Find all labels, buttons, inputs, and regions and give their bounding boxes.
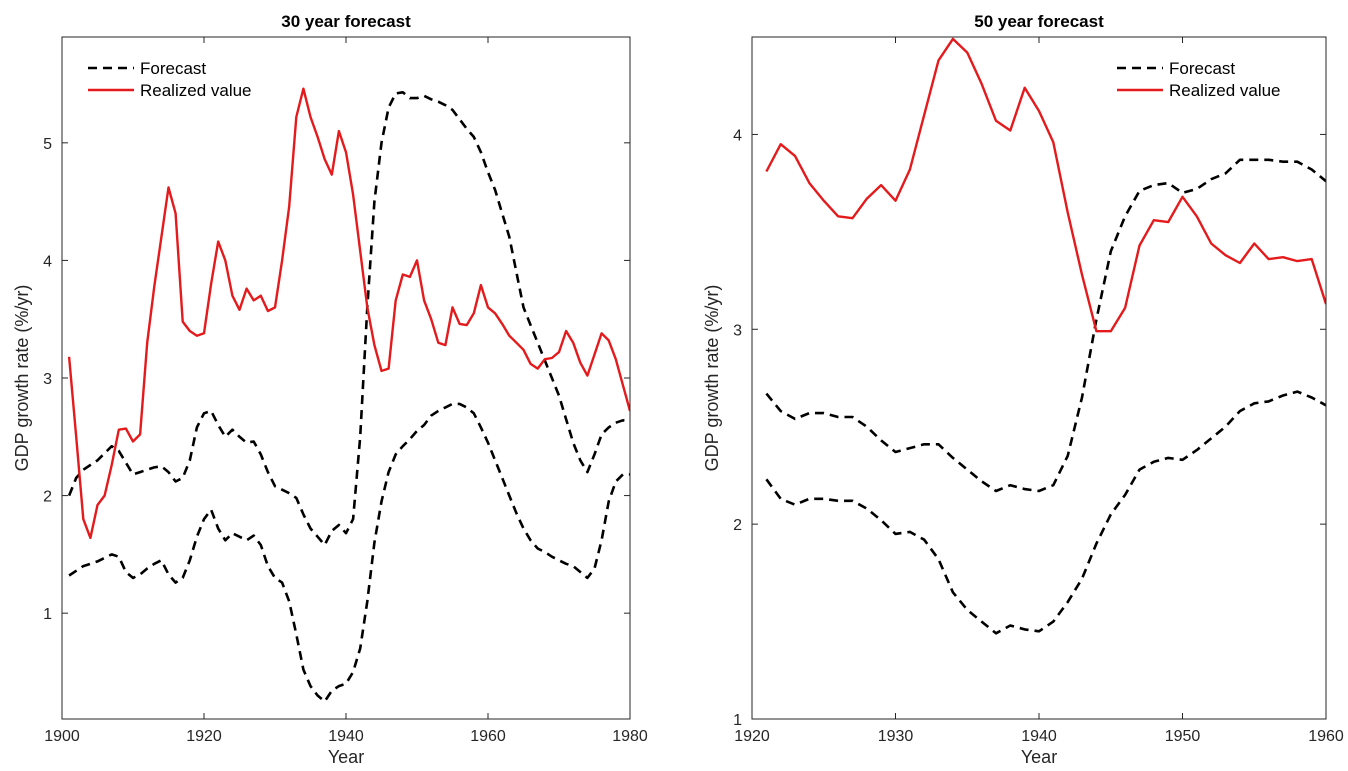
x-tick-label: 1940 (328, 728, 364, 745)
y-tick-label: 1 (43, 606, 52, 623)
chart-title: 30 year forecast (281, 12, 411, 31)
series-line-2 (765, 37, 1326, 333)
x-tick-label: 1980 (612, 728, 648, 745)
series-line-1 (765, 390, 1326, 635)
series-line-0 (67, 91, 630, 547)
panel-30-year-forecast: 1900 1920 1940 1960 1980 1 2 3 4 5 30 year forecas… (12, 12, 648, 767)
panel-50-year-forecast: 1920 1930 1940 1950 1960 1 2 3 4 50 year forecast… (702, 12, 1344, 767)
plot-frame (61, 36, 631, 720)
y-axis-label: GDP growth rate (%/yr) (702, 285, 722, 472)
y-tick-label: 2 (733, 517, 742, 534)
y-tick-label: 3 (733, 322, 742, 339)
legend-entry: Realized value (1169, 81, 1281, 100)
x-tick-label: 1960 (1308, 728, 1344, 745)
x-axis-label: Year (328, 747, 364, 767)
x-tick-label: 1920 (734, 728, 770, 745)
y-tick-label: 1 (733, 712, 742, 729)
y-tick-label: 4 (733, 127, 742, 144)
series-line-1 (68, 402, 630, 703)
series-line-0 (765, 158, 1326, 493)
legend-entry: Realized value (140, 81, 252, 100)
series-line-2 (67, 87, 630, 540)
legend: Forecast Realized value (1117, 59, 1281, 100)
x-tick-label: 1960 (470, 728, 506, 745)
y-axis-label: GDP growth rate (%/yr) (12, 285, 32, 472)
x-tick-label: 1950 (1165, 728, 1201, 745)
y-tick-label: 3 (43, 371, 52, 388)
plot-frame (751, 36, 1327, 720)
legend: Forecast Realized value (88, 59, 252, 100)
x-tick-label: 1920 (186, 728, 222, 745)
x-tick-label: 1940 (1021, 728, 1057, 745)
legend-entry: Forecast (1169, 59, 1235, 78)
y-tick-label: 2 (43, 489, 52, 506)
y-tick-label: 5 (43, 136, 52, 153)
x-axis-label: Year (1021, 747, 1057, 767)
legend-entry: Forecast (140, 59, 206, 78)
x-tick-label: 1930 (878, 728, 914, 745)
x-tick-label: 1900 (44, 728, 80, 745)
chart-title: 50 year forecast (974, 12, 1104, 31)
y-tick-label: 4 (43, 253, 52, 270)
